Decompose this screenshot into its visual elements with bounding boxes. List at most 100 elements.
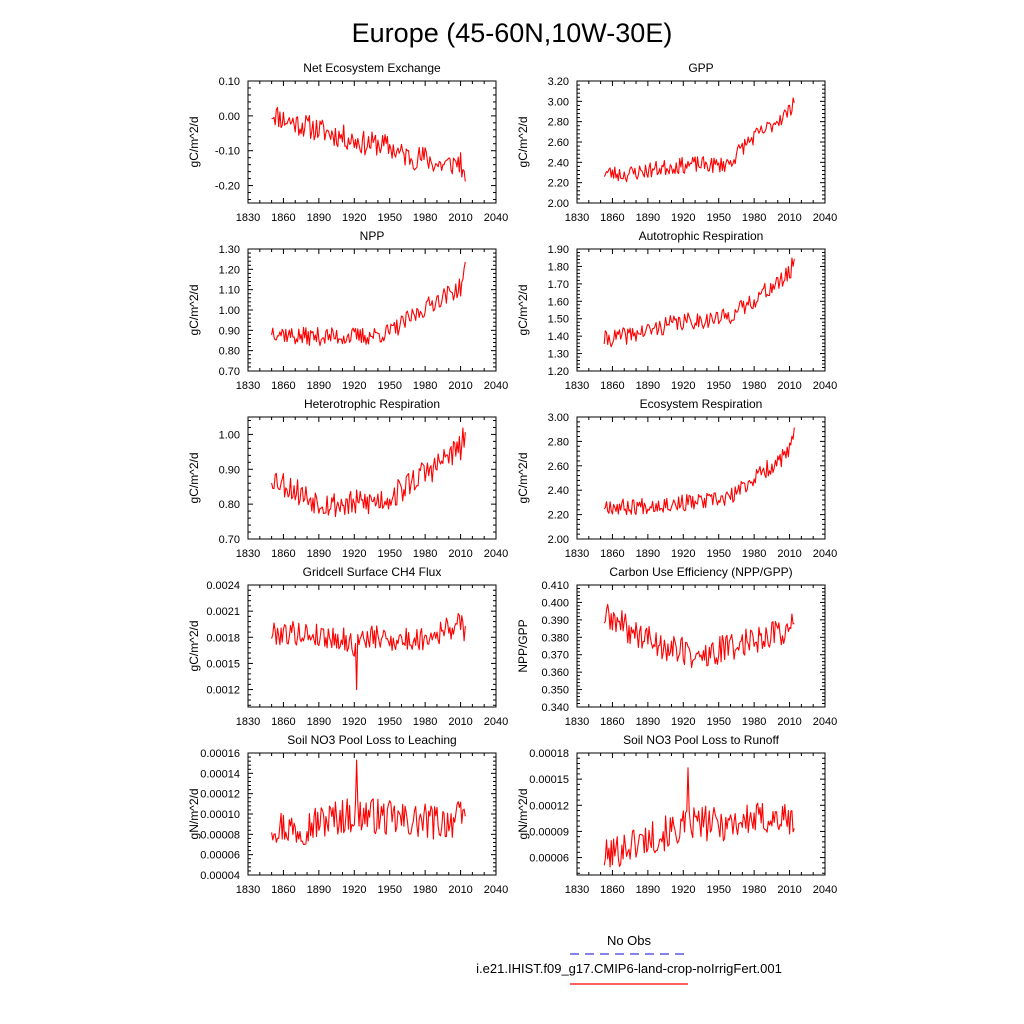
- y-tick-label: 0.80: [219, 346, 240, 358]
- x-tick-label: 1920: [342, 716, 366, 728]
- y-tick-label: 0.00010: [200, 809, 240, 821]
- x-tick-label: 1920: [671, 884, 695, 896]
- x-tick-label: 1950: [706, 716, 730, 728]
- x-tick-label: 1920: [342, 548, 366, 560]
- y-tick-label: 1.00: [219, 305, 240, 317]
- y-tick-label: 1.80: [548, 261, 569, 273]
- panel-title: Carbon Use Efficiency (NPP/GPP): [609, 565, 792, 579]
- x-tick-label: 1980: [413, 212, 437, 224]
- y-tick-label: 0.00004: [200, 870, 240, 882]
- x-tick-label: 1950: [377, 716, 401, 728]
- x-tick-label: 1950: [706, 548, 730, 560]
- y-tick-label: 0.410: [541, 580, 569, 592]
- x-tick-label: 1920: [671, 380, 695, 392]
- x-tick-label: 1950: [377, 884, 401, 896]
- y-tick-label: 2.80: [548, 436, 569, 448]
- x-tick-label: 2040: [813, 212, 837, 224]
- y-axis-label: gC/m^2/d: [187, 117, 201, 168]
- y-tick-label: 1.90: [548, 244, 569, 256]
- y-tick-label: 0.380: [541, 632, 569, 644]
- panel-7: Gridcell Surface CH4 Flux gC/m^2/d 1830 186…: [187, 565, 508, 728]
- series-line-1: [271, 261, 466, 347]
- y-tick-label: 0.360: [541, 667, 569, 679]
- x-tick-label: 1980: [413, 548, 437, 560]
- x-tick-label: 1830: [565, 548, 589, 560]
- y-tick-label: 2.40: [548, 485, 569, 497]
- y-tick-label: 0.0015: [206, 658, 240, 670]
- x-tick-label: 1830: [565, 212, 589, 224]
- x-tick-label: 2010: [448, 212, 472, 224]
- y-tick-label: 0.340: [541, 702, 569, 714]
- x-tick-label: 2040: [484, 548, 508, 560]
- y-tick-label: 0.00012: [529, 800, 569, 812]
- x-tick-label: 1980: [742, 884, 766, 896]
- y-tick-label: -0.10: [215, 146, 240, 158]
- y-tick-label: 0.80: [219, 499, 240, 511]
- y-tick-label: 1.70: [548, 279, 569, 291]
- x-tick-label: 2010: [777, 716, 801, 728]
- x-tick-label: 1980: [413, 884, 437, 896]
- x-tick-label: 2010: [448, 548, 472, 560]
- panel-4: Autotrophic Respiration gC/m^2/d 1830 1860 1…: [516, 229, 837, 392]
- y-tick-label: 0.0024: [206, 580, 240, 592]
- x-tick-label: 1830: [236, 212, 260, 224]
- y-axis-label: gN/m^2/d: [516, 789, 530, 840]
- x-tick-label: 2040: [813, 548, 837, 560]
- panel-grid: Net Ecosystem Exchange gC/m^2/d 1830 1860 18…: [187, 61, 837, 896]
- y-axis-label: gC/m^2/d: [187, 285, 201, 336]
- x-tick-label: 1890: [307, 212, 331, 224]
- plot-frame: [576, 584, 826, 708]
- y-tick-label: 0.0012: [206, 685, 240, 697]
- y-tick-label: 0.00006: [200, 850, 240, 862]
- panel-title: Net Ecosystem Exchange: [303, 61, 441, 75]
- x-tick-label: 2010: [777, 548, 801, 560]
- y-tick-label: -0.20: [215, 181, 240, 193]
- panel-10: Soil NO3 Pool Loss to Runoff gN/m^2/d 1830…: [516, 733, 837, 896]
- x-tick-label: 1890: [307, 884, 331, 896]
- panel-title: Autotrophic Respiration: [639, 229, 764, 243]
- y-tick-label: 1.40: [548, 331, 569, 343]
- x-tick-label: 2010: [777, 884, 801, 896]
- y-tick-label: 2.60: [548, 137, 569, 149]
- y-tick-label: 3.20: [548, 76, 569, 88]
- y-tick-label: 0.70: [219, 534, 240, 546]
- y-axis-label: gC/m^2/d: [187, 621, 201, 672]
- x-tick-label: 1830: [565, 716, 589, 728]
- panel-title: GPP: [688, 61, 713, 75]
- y-tick-label: 0.00015: [529, 774, 569, 786]
- x-tick-label: 1980: [742, 212, 766, 224]
- x-tick-label: 2010: [448, 716, 472, 728]
- plot-frame: [576, 248, 826, 372]
- x-tick-label: 2040: [813, 716, 837, 728]
- x-tick-label: 1950: [377, 548, 401, 560]
- x-tick-label: 1890: [636, 548, 660, 560]
- plot-frame: [247, 584, 497, 708]
- y-tick-label: 3.00: [548, 412, 569, 424]
- x-tick-label: 1950: [377, 212, 401, 224]
- y-tick-label: 0.350: [541, 685, 569, 697]
- x-tick-label: 1860: [271, 380, 295, 392]
- x-tick-label: 2040: [813, 380, 837, 392]
- y-tick-label: 2.60: [548, 461, 569, 473]
- panel-title: NPP: [360, 229, 385, 243]
- x-tick-label: 1980: [742, 380, 766, 392]
- panel-title: Soil NO3 Pool Loss to Runoff: [623, 733, 780, 747]
- legend-obs-label: No Obs: [607, 933, 652, 948]
- y-tick-label: 0.00018: [529, 748, 569, 760]
- plot-frame: [247, 80, 497, 204]
- x-tick-label: 1950: [706, 380, 730, 392]
- x-tick-label: 2010: [448, 380, 472, 392]
- x-tick-label: 1860: [600, 884, 624, 896]
- panel-title: Ecosystem Respiration: [640, 397, 763, 411]
- x-tick-label: 1920: [342, 380, 366, 392]
- panel-title: Soil NO3 Pool Loss to Leaching: [287, 733, 456, 747]
- panel-3: NPP gC/m^2/d 1830 1860 1890 1920 1950 1980 2010 2…: [187, 229, 508, 392]
- x-tick-label: 1950: [706, 212, 730, 224]
- y-axis-label: gC/m^2/d: [187, 453, 201, 504]
- y-tick-label: 0.0018: [206, 632, 240, 644]
- panel-2: GPP gC/m^2/d 1830 1860 1890 1920 1950 1980 2010 2…: [516, 61, 837, 224]
- y-tick-label: 2.20: [548, 178, 569, 190]
- x-tick-label: 1980: [413, 380, 437, 392]
- y-axis-label: gC/m^2/d: [516, 117, 530, 168]
- x-tick-label: 1860: [600, 212, 624, 224]
